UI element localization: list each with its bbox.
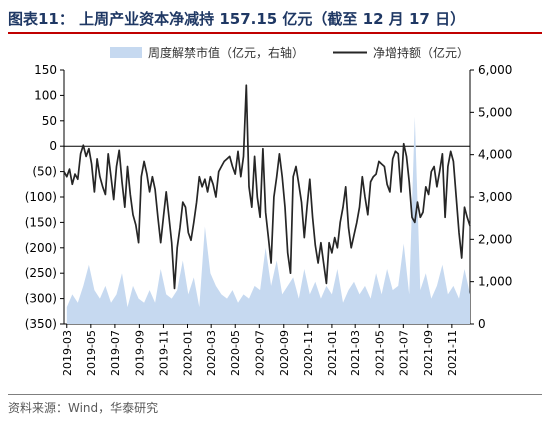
x-axis: 2019-03 2019-05 2019-07 2019-09 2019-11 2020-… (61, 324, 459, 376)
x-axis-tick-label: 2020-07 (253, 330, 266, 376)
right-axis-tick-label: 0 (478, 317, 486, 331)
area-series-unlock-value (66, 116, 471, 324)
x-axis-tick-label: 2021-07 (397, 330, 410, 376)
left-axis-tick-label: 0 (49, 139, 57, 153)
left-axis-tick-label: (100) (25, 190, 57, 204)
left-axis-tick-label: (200) (25, 241, 57, 255)
legend: 周度解禁市值（亿元，右轴） 净增持额（亿元） (110, 45, 469, 60)
right-axis: 6,000 5,000 4,000 3,000 2,000 1,000 0 (470, 63, 512, 331)
chart-title: 图表11： 上周产业资本净减持 157.15 亿元（截至 12 月 17 日） (8, 10, 466, 28)
legend-label-line: 净增持额（亿元） (373, 45, 469, 60)
left-axis: 150 100 50 0 (50) (100) (150) (200) (250) (300) (3… (25, 63, 64, 331)
x-axis-tick-label: 2019-11 (157, 330, 170, 376)
x-axis-tick-label: 2020-01 (181, 330, 194, 376)
source-note: 资料来源：Wind，华泰研究 (8, 401, 159, 415)
left-axis-tick-label: 100 (34, 88, 57, 102)
right-axis-tick-label: 1,000 (478, 275, 512, 289)
x-axis-tick-label: 2019-07 (109, 330, 122, 376)
right-axis-tick-label: 2,000 (478, 232, 512, 246)
line-series-net-increase (63, 84, 471, 290)
right-axis-tick-label: 5,000 (478, 105, 512, 119)
area-series-layer (66, 116, 471, 324)
left-axis-tick-label: (300) (25, 292, 57, 306)
legend-swatch-area (110, 47, 142, 58)
legend-label-area: 周度解禁市值（亿元，右轴） (148, 45, 304, 60)
x-axis-tick-label: 2020-05 (229, 330, 242, 376)
x-axis-tick-label: 2020-11 (302, 330, 315, 376)
left-axis-tick-label: 50 (42, 114, 57, 128)
source-rule (8, 394, 542, 395)
right-axis-tick-label: 3,000 (478, 190, 512, 204)
right-axis-tick-label: 4,000 (478, 148, 512, 162)
x-axis-tick-label: 2021-05 (373, 330, 386, 376)
x-axis-tick-label: 2021-09 (422, 330, 435, 376)
left-axis-tick-label: (350) (25, 317, 57, 331)
x-axis-tick-label: 2021-03 (349, 330, 362, 376)
x-axis-tick-label: 2021-11 (446, 330, 459, 376)
x-axis-tick-label: 2019-03 (61, 330, 74, 376)
left-axis-tick-label: 150 (34, 63, 57, 77)
x-axis-tick-label: 2020-09 (278, 330, 291, 376)
x-axis-tick-label: 2020-03 (205, 330, 218, 376)
left-axis-tick-label: (50) (32, 165, 57, 179)
line-series-layer (63, 84, 471, 290)
left-axis-tick-label: (150) (25, 215, 57, 229)
left-axis-tick-label: (250) (25, 266, 57, 280)
title-rule (8, 32, 542, 34)
right-axis-tick-label: 6,000 (478, 63, 512, 77)
x-axis-tick-label: 2019-09 (133, 330, 146, 376)
x-axis-tick-label: 2019-05 (85, 330, 98, 376)
x-axis-tick-label: 2021-01 (326, 330, 339, 376)
